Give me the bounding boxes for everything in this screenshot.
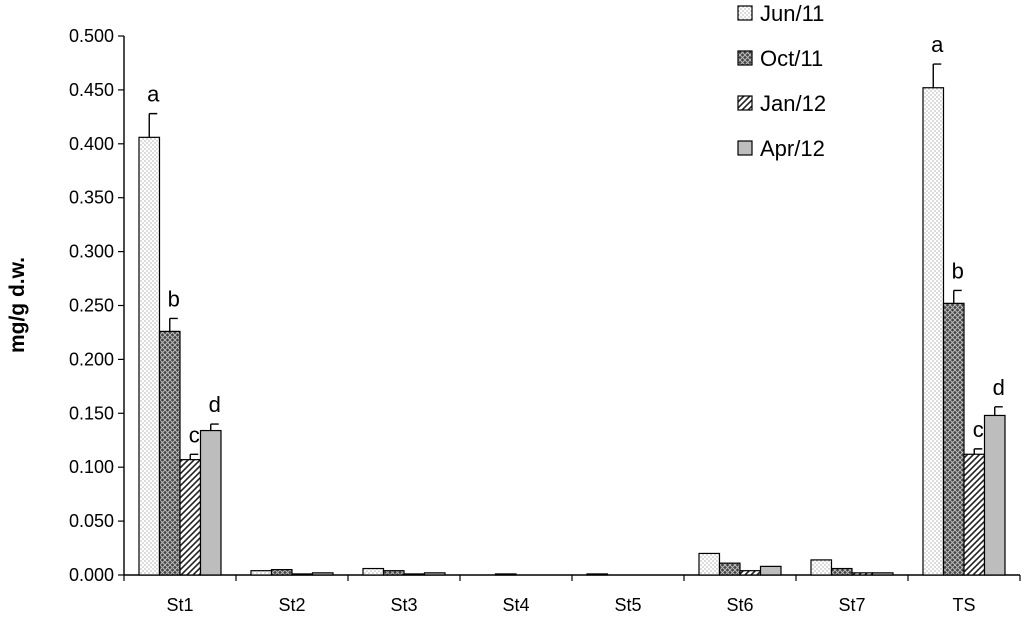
significance-letter: c <box>189 422 200 447</box>
bar <box>922 87 945 576</box>
x-tick-label: St3 <box>390 595 417 615</box>
bar <box>403 573 426 576</box>
bar <box>759 565 782 576</box>
legend-swatch <box>737 95 753 111</box>
y-tick-label: 0.300 <box>69 242 114 262</box>
bar <box>698 552 721 576</box>
legend-label: Jun/11 <box>760 1 824 26</box>
significance-letter: c <box>973 417 984 442</box>
bar <box>423 572 446 576</box>
error-bar <box>189 453 199 460</box>
error-bar <box>169 317 178 332</box>
bar <box>983 414 1006 576</box>
x-tick-label: St7 <box>838 595 865 615</box>
y-tick-label: 0.250 <box>69 296 114 316</box>
legend-label: Apr/12 <box>760 136 825 161</box>
y-axis-title: mg/g d.w. <box>6 257 29 353</box>
bar <box>871 572 894 576</box>
x-tick-label: St4 <box>502 595 529 615</box>
error-bar <box>953 289 962 304</box>
bar <box>494 573 517 576</box>
significance-letter: d <box>209 392 221 417</box>
y-tick-label: 0.150 <box>69 403 114 423</box>
y-axis: 0.000 0.050 0.100 0.150 0.200 0.250 0.300 0.350… <box>69 26 125 585</box>
bar <box>851 572 874 576</box>
bar <box>942 302 965 576</box>
bar <box>718 562 741 576</box>
x-tick-label: St2 <box>278 595 305 615</box>
error-bar <box>210 423 219 431</box>
error-bar <box>973 448 983 455</box>
legend-swatch <box>737 5 753 21</box>
x-tick-label: TS <box>952 595 975 615</box>
y-axis-title-group: mg/g d.w. <box>6 257 29 353</box>
bar <box>158 330 181 576</box>
y-tick-label: 0.200 <box>69 349 114 369</box>
bar <box>311 572 334 576</box>
y-tick-label: 0.450 <box>69 80 114 100</box>
bar <box>963 453 986 576</box>
bar <box>739 570 762 576</box>
significance-letter: a <box>931 32 944 57</box>
y-tick-label: 0.400 <box>69 134 114 154</box>
y-tick-label: 0.100 <box>69 457 114 477</box>
bar <box>810 559 833 576</box>
bar <box>270 569 293 576</box>
x-tick-label: St1 <box>166 595 193 615</box>
x-tick-label: St5 <box>614 595 641 615</box>
y-tick-label: 0.000 <box>69 565 114 585</box>
bar <box>179 459 202 576</box>
legend: Jun/11 Oct/11 Jan/12 Apr/12 <box>737 1 826 161</box>
significance-letter: b <box>952 258 964 283</box>
bar <box>250 570 273 576</box>
legend-label: Oct/11 <box>760 46 823 71</box>
bar <box>291 573 314 576</box>
y-tick-label: 0.050 <box>69 511 114 531</box>
y-tick-label: 0.500 <box>69 26 114 46</box>
x-tick-label: St6 <box>726 595 753 615</box>
error-bar <box>148 112 158 138</box>
legend-label: Jan/12 <box>760 91 826 116</box>
significance-letter: a <box>147 82 160 107</box>
significance-letter: b <box>168 286 180 311</box>
bar <box>362 567 385 576</box>
bars <box>138 63 1006 576</box>
bar <box>199 429 222 576</box>
bar <box>586 573 609 576</box>
significance-letter: d <box>993 375 1005 400</box>
legend-swatch <box>737 50 753 66</box>
y-tick-label: 0.350 <box>69 188 114 208</box>
bar <box>830 567 853 576</box>
error-bar <box>932 63 942 88</box>
legend-swatch <box>737 140 753 156</box>
bar <box>138 136 161 576</box>
error-bar <box>994 406 1003 416</box>
bar <box>382 570 405 576</box>
x-axis: St1 St2 St3 St4 St5 St6 St7 TS <box>123 574 1021 615</box>
